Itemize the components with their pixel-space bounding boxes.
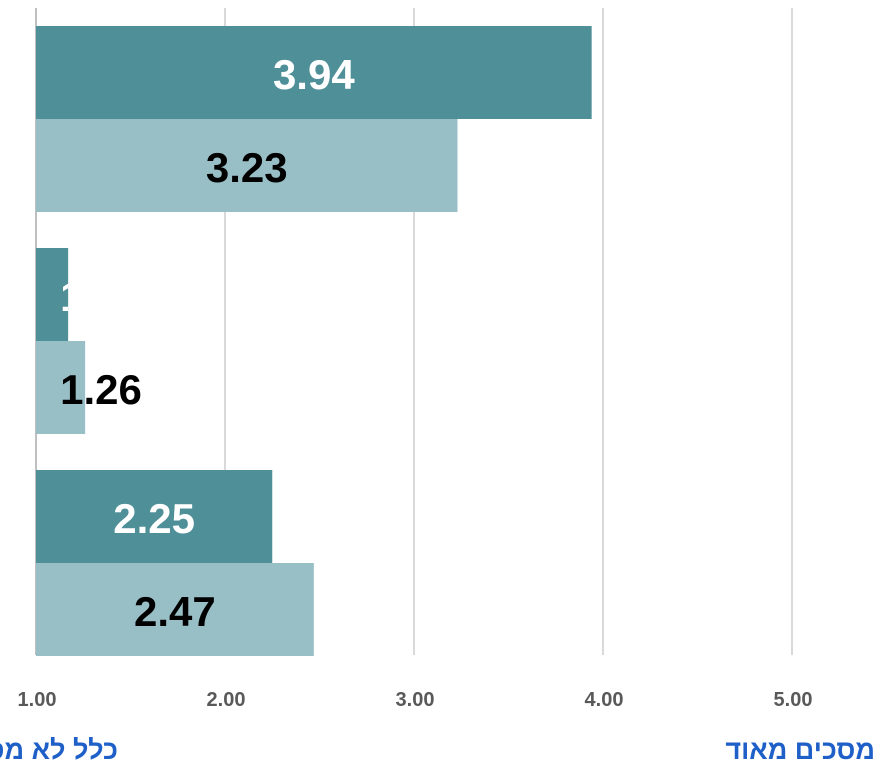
x-tick-label: 1.00 <box>18 689 57 711</box>
x-axis-ticks: 1.00 2.00 3.00 4.00 5.00 <box>18 689 813 711</box>
bar <box>36 119 458 212</box>
scale-label-high: מסכים מאוד <box>725 735 875 765</box>
x-tick-label: 5.00 <box>774 689 813 711</box>
bar <box>36 248 69 341</box>
x-tick-label: 2.00 <box>207 689 246 711</box>
x-tick-label: 3.00 <box>396 689 435 711</box>
bar-value-label: 2.47 <box>134 588 216 635</box>
bar <box>36 470 273 563</box>
bar <box>36 26 592 119</box>
scale-labels: כלל לא מסכים מסכים מאוד <box>0 735 875 765</box>
bar-value-label: 1.17 <box>60 273 142 320</box>
x-tick-label: 4.00 <box>585 689 624 711</box>
bar-value-label: 3.23 <box>206 144 288 191</box>
bar <box>36 341 86 434</box>
scale-label-low: כלל לא מסכים <box>0 735 118 765</box>
bar-value-label: 3.94 <box>273 51 355 98</box>
bars: 3.94 3.23 1.17 1.26 2.25 2.47 <box>36 26 592 656</box>
bar <box>36 563 314 656</box>
bar-value-label: 2.25 <box>113 495 195 542</box>
bar-value-label: 1.26 <box>60 366 142 413</box>
